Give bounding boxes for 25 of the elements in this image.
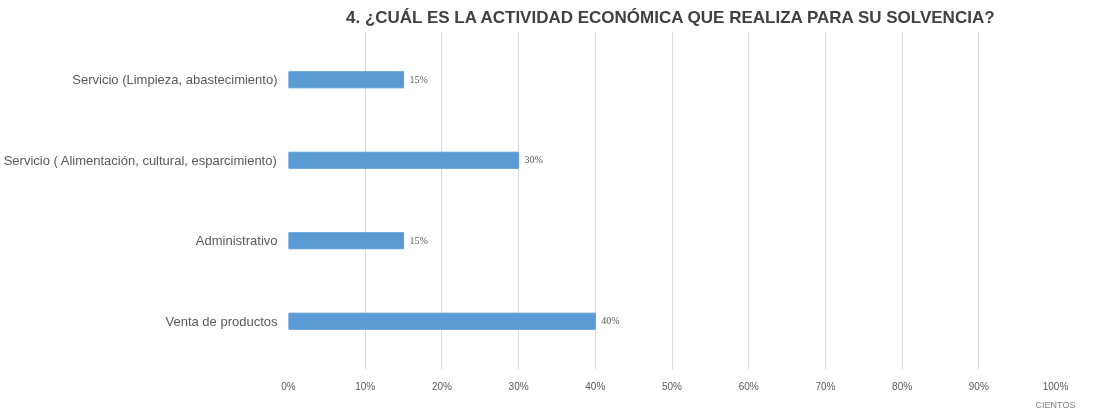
x-tick-label: 90% bbox=[968, 380, 989, 392]
data-label: 40% bbox=[601, 315, 620, 327]
y-tick-label: Venta de productos bbox=[165, 313, 278, 329]
x-tick-label: 60% bbox=[738, 380, 759, 392]
x-tick-label: 70% bbox=[815, 380, 836, 392]
x-tick-label: 0% bbox=[281, 380, 296, 392]
x-axis-title: CIENTOS bbox=[1035, 399, 1076, 410]
x-tick-label: 40% bbox=[585, 380, 606, 392]
x-tick-label: 20% bbox=[431, 380, 453, 392]
bar bbox=[288, 232, 405, 250]
x-tick-label: 30% bbox=[508, 380, 529, 392]
data-label: 30% bbox=[524, 154, 543, 166]
y-tick-label: Administrativo bbox=[195, 233, 278, 249]
y-tick-label: Servicio (Limpieza, abastecimiento) bbox=[72, 72, 278, 88]
y-tick-label: Servicio ( Alimentación, cultural, esparcimiento) bbox=[3, 152, 277, 168]
x-tick-label: 50% bbox=[661, 380, 683, 392]
bar bbox=[288, 151, 520, 169]
bar bbox=[288, 312, 596, 330]
bar bbox=[288, 71, 405, 89]
x-tick-label: 10% bbox=[355, 380, 376, 392]
x-tick-label: 80% bbox=[892, 380, 913, 392]
data-label: 15% bbox=[409, 234, 428, 246]
x-tick-label: 100% bbox=[1042, 380, 1069, 392]
data-label: 15% bbox=[409, 73, 428, 85]
chart-title: 4. ¿CUÁL ES LA ACTIVIDAD ECONÓMICA QUE REALIZA PARA SU SOLVENCIA? bbox=[346, 7, 995, 27]
